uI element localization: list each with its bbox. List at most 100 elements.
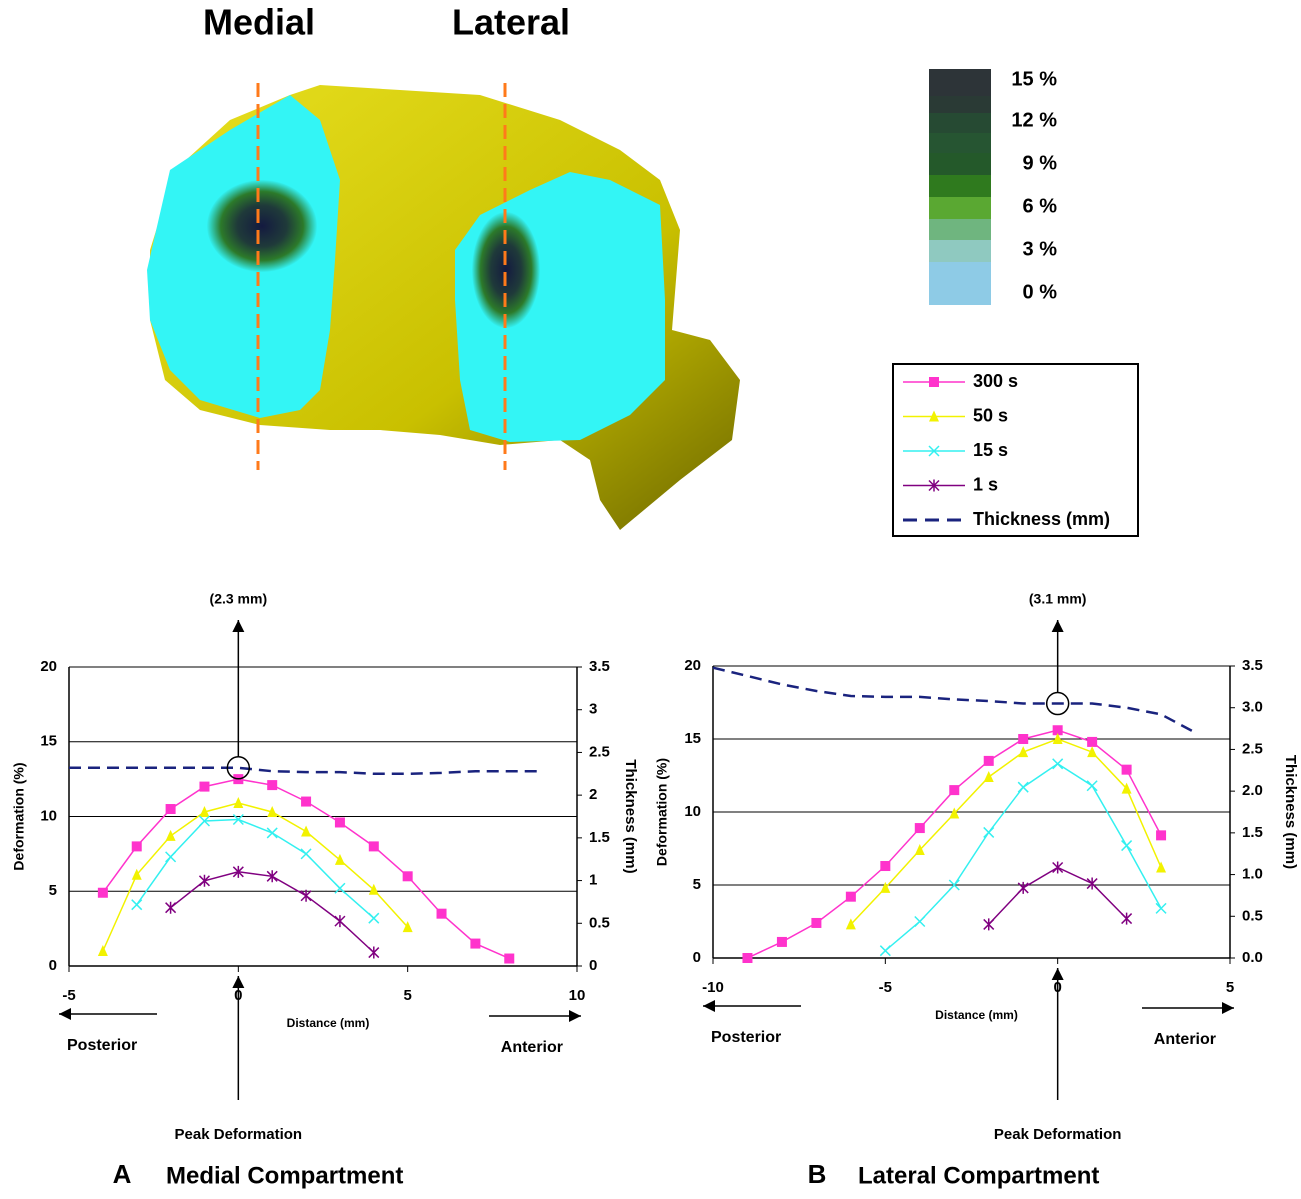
data-point xyxy=(199,875,209,887)
x-tick-label: -10 xyxy=(702,979,724,996)
x-tick-label: 5 xyxy=(403,987,411,1004)
series-line xyxy=(851,739,1161,924)
peak-label: Peak Deformation xyxy=(175,1126,303,1143)
x-axis-title: Distance (mm) xyxy=(287,1016,370,1030)
x-tick-label: 5 xyxy=(1226,979,1234,996)
data-point xyxy=(1122,841,1132,851)
data-point xyxy=(335,883,345,893)
y2-tick-label: 1.5 xyxy=(1242,824,1263,841)
thickness-line xyxy=(713,668,1196,733)
data-point xyxy=(1053,861,1063,873)
thickness-annotation: (2.3 mm) xyxy=(210,591,268,607)
image-label: Lateral xyxy=(452,2,570,43)
series-line xyxy=(748,730,1162,958)
data-point xyxy=(1156,861,1166,872)
y2-tick-label: 0.5 xyxy=(1242,907,1263,924)
data-point xyxy=(132,841,142,851)
y-axis-title: Deformation (%) xyxy=(654,758,670,866)
data-point xyxy=(166,804,176,814)
data-point xyxy=(1156,903,1166,913)
panel-title: Lateral Compartment xyxy=(858,1162,1099,1189)
panel-title: Medial Compartment xyxy=(166,1162,403,1189)
data-point xyxy=(1018,734,1028,744)
data-point xyxy=(267,828,277,838)
x-tick-label: -5 xyxy=(62,987,75,1004)
anterior-arrow-head xyxy=(569,1010,581,1022)
data-point xyxy=(470,939,480,949)
legend-marker xyxy=(929,377,939,387)
posterior-label: Posterior xyxy=(711,1029,781,1046)
data-point xyxy=(846,892,856,902)
data-point xyxy=(1018,746,1028,757)
y-tick-label: 15 xyxy=(684,730,701,747)
data-point xyxy=(1053,759,1063,769)
y2-tick-label: 2.0 xyxy=(1242,782,1263,799)
legend-label: 300 s xyxy=(973,371,1018,391)
y2-tick-label: 1.0 xyxy=(1242,866,1263,883)
thickness-arrow-head xyxy=(232,620,244,632)
data-point xyxy=(335,817,345,827)
legend-label: 15 s xyxy=(973,440,1008,460)
data-point xyxy=(335,854,345,865)
y2-tick-label: 1.5 xyxy=(589,829,610,846)
y2-axis-title: Thickness (mm) xyxy=(1282,755,1299,869)
thickness-line xyxy=(69,768,543,774)
y2-axis-title: Thickness (mm) xyxy=(622,759,639,873)
data-point xyxy=(301,825,311,836)
y-tick-label: 5 xyxy=(693,876,701,893)
peak-label: Peak Deformation xyxy=(994,1126,1122,1143)
data-point xyxy=(915,917,925,927)
data-point xyxy=(301,849,311,859)
data-point xyxy=(233,797,243,808)
legend-label: 50 s xyxy=(973,405,1008,425)
data-point xyxy=(199,782,209,792)
data-point xyxy=(1018,882,1028,894)
y-axis-title: Deformation (%) xyxy=(11,762,27,870)
data-point xyxy=(1018,782,1028,792)
thickness-arrow-head xyxy=(1052,620,1064,632)
posterior-arrow-head xyxy=(703,1000,715,1012)
y2-tick-label: 3 xyxy=(589,701,597,718)
anterior-arrow-head xyxy=(1222,1002,1234,1014)
data-point xyxy=(166,852,176,862)
data-point xyxy=(1122,913,1132,925)
image-label: Medial xyxy=(203,2,315,43)
posterior-arrow-head xyxy=(59,1008,71,1020)
posterior-label: Posterior xyxy=(67,1037,137,1054)
y-tick-label: 0 xyxy=(49,957,57,974)
data-point xyxy=(166,902,176,914)
data-point xyxy=(301,890,311,902)
y2-tick-label: 3.5 xyxy=(1242,657,1263,674)
data-point xyxy=(98,945,108,956)
data-point xyxy=(1156,830,1166,840)
data-point xyxy=(984,827,994,837)
legend-label: Thickness (mm) xyxy=(973,509,1110,529)
series-line xyxy=(989,868,1127,925)
data-point xyxy=(984,918,994,930)
y2-tick-label: 3.5 xyxy=(589,658,610,675)
y2-tick-label: 3.0 xyxy=(1242,699,1263,716)
y-tick-label: 20 xyxy=(40,658,57,675)
panel-letter: A xyxy=(113,1159,132,1189)
y2-tick-label: 0 xyxy=(589,957,597,974)
data-point xyxy=(1122,765,1132,775)
y2-tick-label: 2 xyxy=(589,786,597,803)
data-point xyxy=(437,909,447,919)
data-point xyxy=(369,841,379,851)
peak-arrow-head xyxy=(232,976,244,988)
data-point xyxy=(984,756,994,766)
data-point xyxy=(403,871,413,881)
color-scale xyxy=(929,69,991,305)
y2-tick-label: 1 xyxy=(589,872,597,889)
data-point xyxy=(1087,746,1097,757)
data-point xyxy=(267,780,277,790)
plateau-illustration xyxy=(147,83,740,530)
x-tick-label: -5 xyxy=(879,979,892,996)
data-point xyxy=(98,888,108,898)
data-point xyxy=(949,785,959,795)
y-tick-label: 5 xyxy=(49,882,57,899)
y2-tick-label: 0.0 xyxy=(1242,949,1263,966)
y-tick-label: 20 xyxy=(684,657,701,674)
data-point xyxy=(811,918,821,928)
data-point xyxy=(1087,878,1097,890)
